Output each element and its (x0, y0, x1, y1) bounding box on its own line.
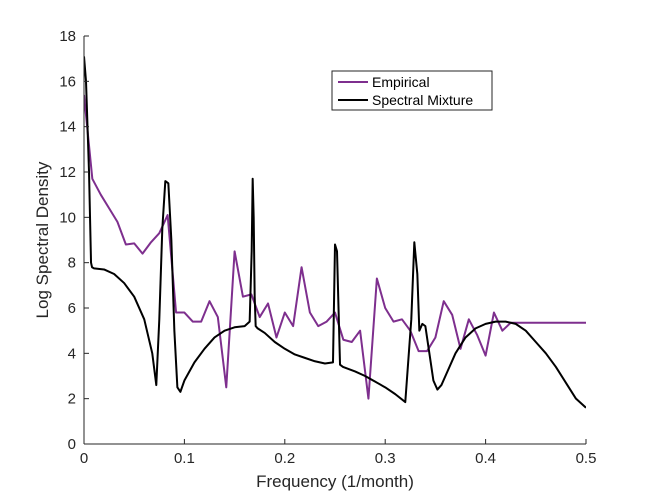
x-tick-label: 0.1 (174, 450, 195, 467)
y-tick-label: 10 (59, 209, 76, 226)
x-tick-label: 0.2 (274, 450, 295, 467)
x-tick-label: 0 (80, 450, 88, 467)
x-tick-label: 0.4 (475, 450, 496, 467)
axes (83, 36, 586, 445)
ticks: 0 0.1 0.2 0.3 0.4 0.5 0 2 4 6 8 10 12 14 16 18 (59, 28, 596, 467)
legend-label-empirical: Empirical (372, 74, 430, 90)
series-line-0 (84, 94, 586, 400)
y-tick-label: 4 (68, 345, 76, 362)
y-tick-label: 0 (68, 436, 76, 453)
y-tick-label: 16 (59, 73, 76, 90)
legend-box (331, 70, 493, 111)
x-axis-label: Frequency (1/month) (256, 472, 414, 491)
y-tick-label: 18 (59, 28, 76, 45)
x-tick-label: 0.3 (375, 450, 396, 467)
y-tick-label: 14 (59, 119, 76, 136)
legend-label-spectral-mixture: Spectral Mixture (372, 92, 473, 108)
x-tick-label: 0.5 (576, 450, 597, 467)
y-tick-label: 8 (68, 255, 76, 272)
plot-lines (84, 56, 586, 409)
y-tick-label: 2 (68, 391, 76, 408)
y-tick-label: 12 (59, 164, 76, 181)
y-tick-label: 6 (68, 300, 76, 317)
y-axis-label: Log Spectral Density (33, 161, 52, 318)
legend: Empirical Spectral Mixture (331, 70, 493, 111)
series-line-1 (84, 56, 586, 409)
